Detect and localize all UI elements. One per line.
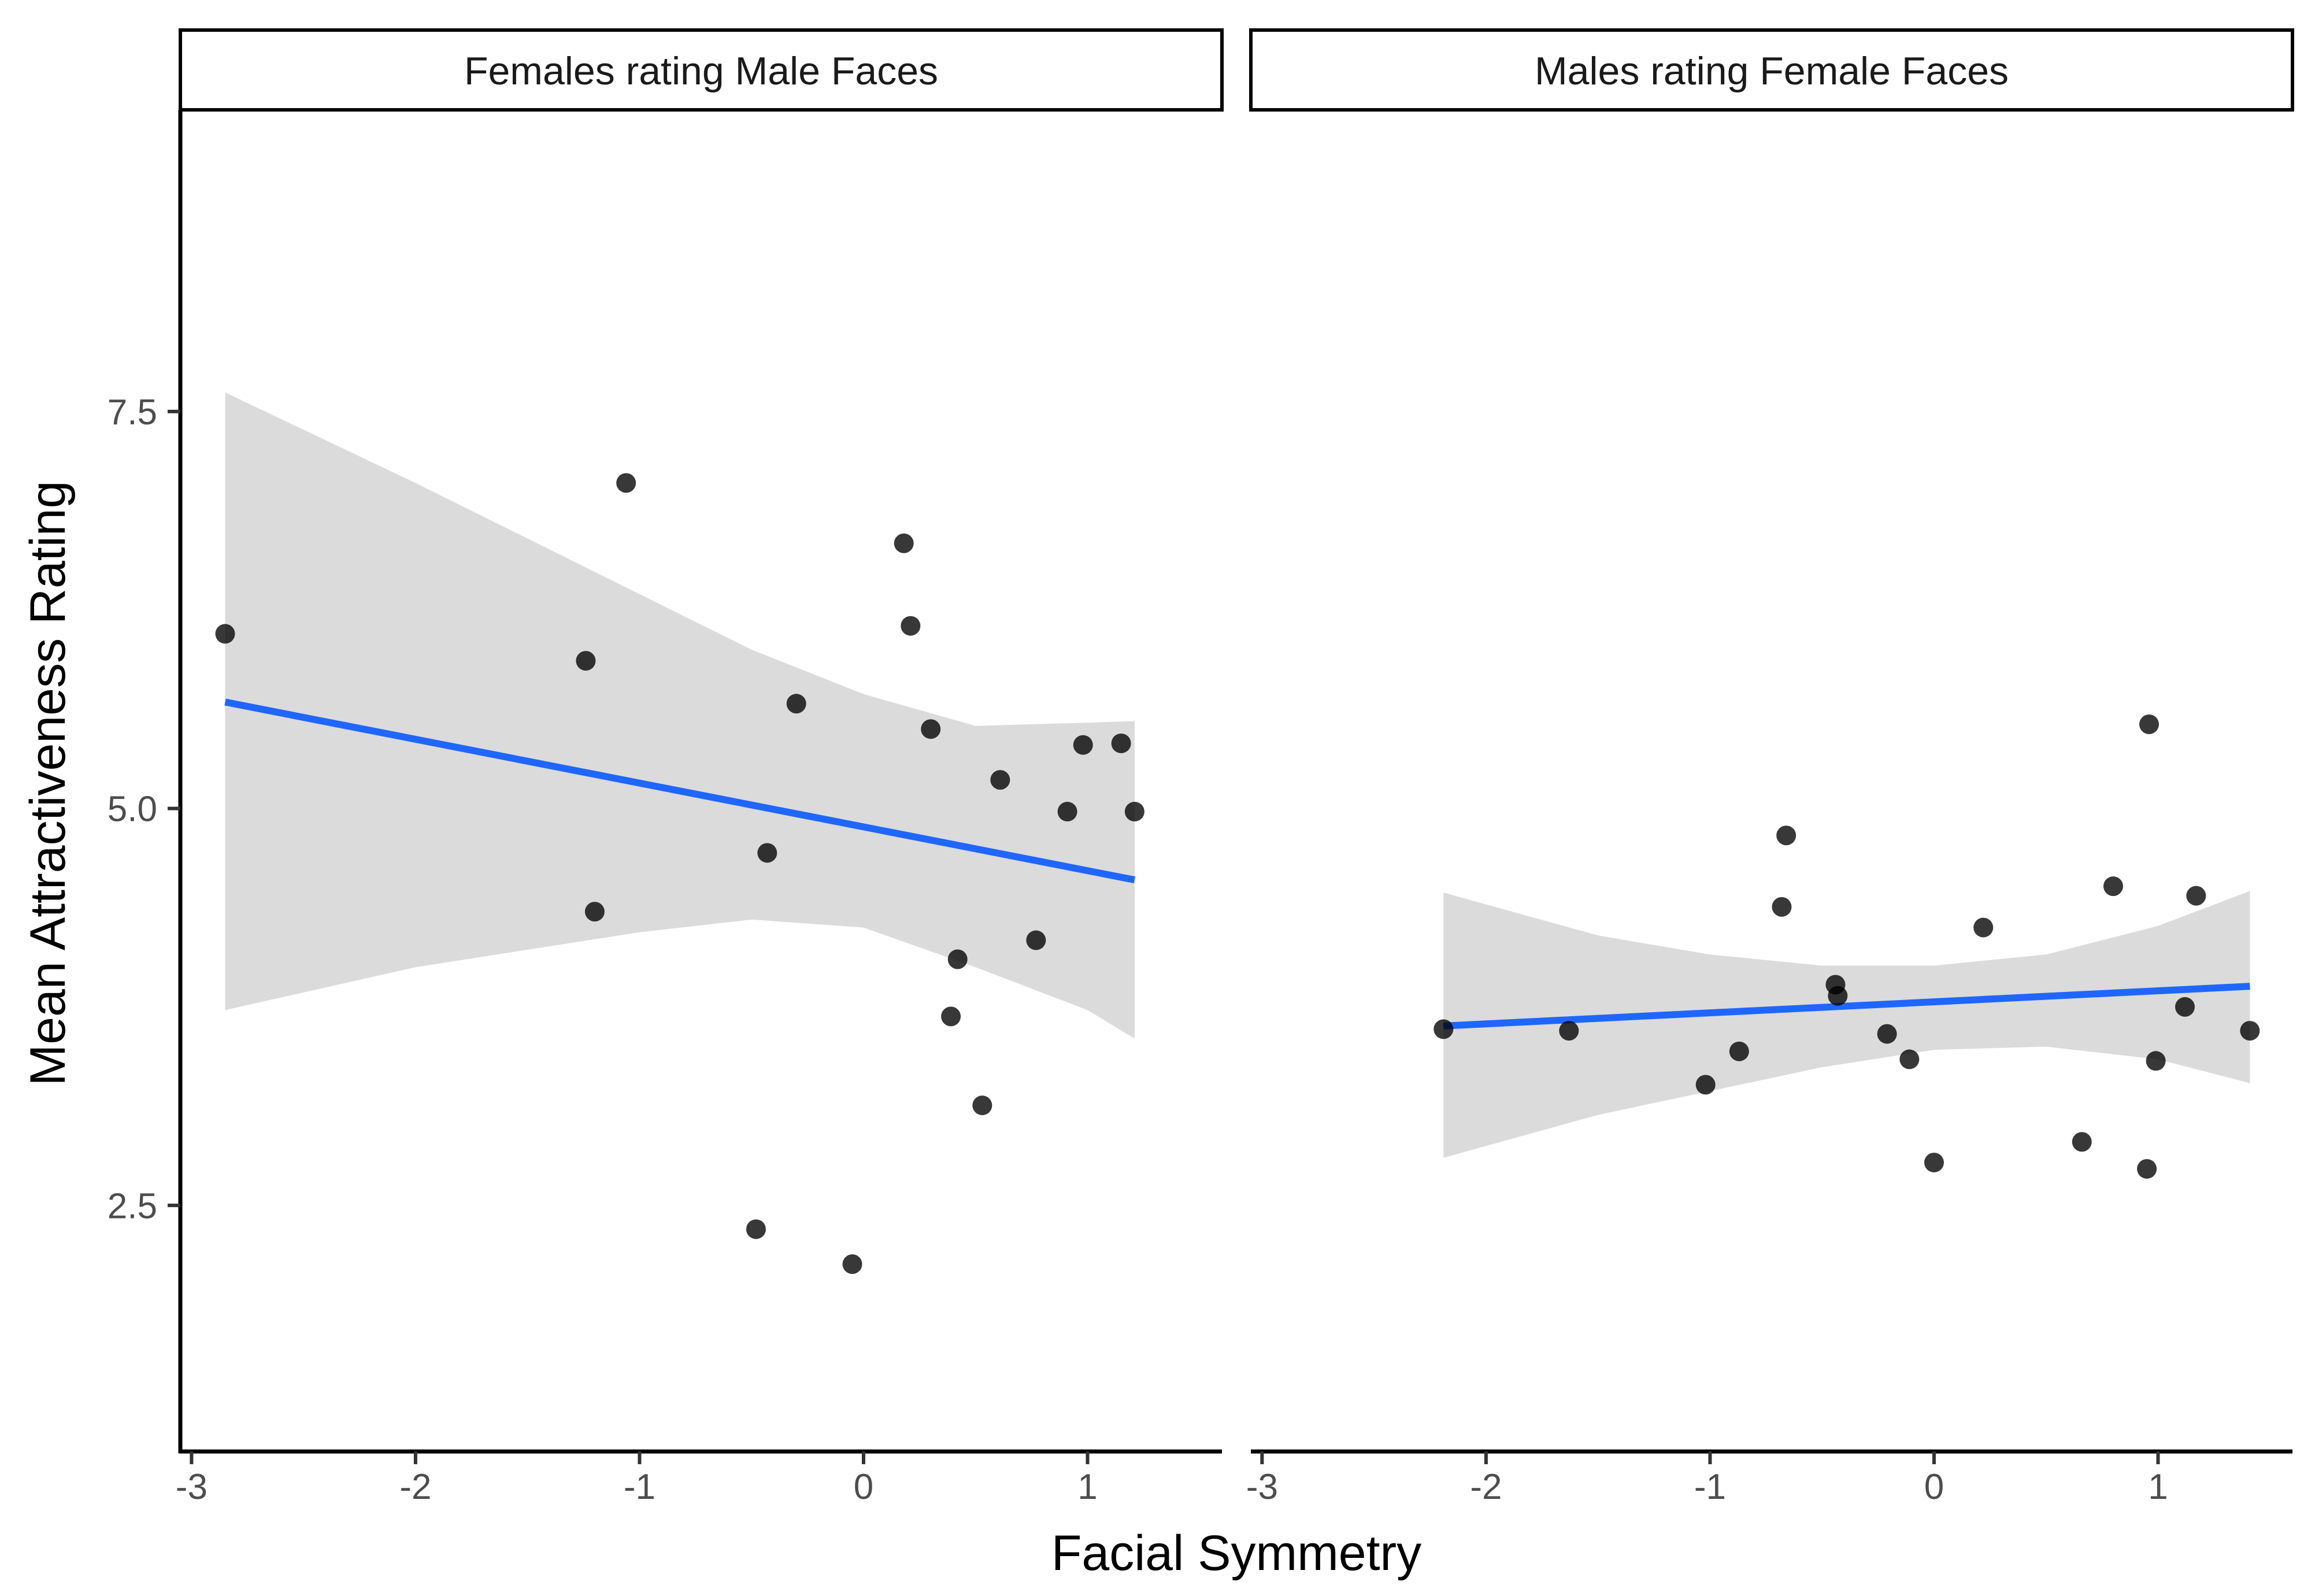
- x-tick-label: -2: [1470, 1467, 1502, 1507]
- x-tick-label: -3: [1246, 1467, 1278, 1507]
- fit-line-layer: [1443, 983, 2250, 1030]
- data-point: [1729, 1041, 1749, 1061]
- data-point: [1434, 1019, 1454, 1039]
- data-point: [576, 651, 596, 671]
- data-point: [2146, 1051, 2166, 1071]
- regression-line: [224, 698, 1136, 884]
- data-point: [2175, 997, 2195, 1017]
- x-tick-label: -2: [399, 1467, 431, 1507]
- data-point: [1772, 897, 1792, 917]
- data-point: [215, 624, 235, 644]
- panel-title-females-rating-male-faces: Females rating Male Faces: [464, 49, 938, 93]
- data-point: [1073, 735, 1093, 755]
- data-point: [1776, 825, 1797, 846]
- data-point: [1877, 1024, 1897, 1044]
- point-layer: [1434, 714, 2260, 1179]
- x-tick-label: 0: [854, 1467, 873, 1507]
- y-ticks: 2.5 5.0 7.5: [108, 392, 180, 1226]
- confidence-band: [225, 392, 1135, 1039]
- x-tick-label: -3: [176, 1467, 208, 1507]
- data-point: [2103, 876, 2123, 897]
- point-layer: [215, 473, 1144, 1274]
- data-point: [1899, 1049, 1920, 1069]
- panel-females-rating-male-faces: Females rating Male Faces -3 -2 -1 0 1: [176, 28, 1224, 1507]
- data-point: [990, 770, 1010, 790]
- x-tick-label: -1: [1694, 1467, 1726, 1507]
- data-point: [921, 719, 941, 739]
- x-tick-label: 0: [1924, 1467, 1944, 1507]
- y-tick-label: 5.0: [108, 790, 157, 830]
- strip-males-rating-female-faces: [1249, 28, 2294, 112]
- y-tick-label: 7.5: [108, 392, 157, 432]
- fit-line-layer: [224, 698, 1136, 884]
- data-point: [616, 473, 636, 493]
- data-point: [1695, 1075, 1716, 1095]
- data-point: [1057, 802, 1077, 822]
- regression-line: [1443, 983, 2250, 1030]
- data-point: [1026, 930, 1046, 950]
- x-ticks: -3 -2 -1 0 1: [176, 1451, 1098, 1507]
- data-point: [2072, 1132, 2092, 1152]
- panel-males-rating-female-faces: Males rating Female Faces -3 -2 -1 0 1: [1246, 28, 2294, 1507]
- data-point: [2240, 1021, 2260, 1041]
- data-point: [972, 1095, 992, 1116]
- y-axis-title: Mean Attractiveness Rating: [20, 481, 76, 1086]
- data-point: [2137, 1159, 2157, 1179]
- x-tick-label: 1: [2148, 1467, 2168, 1507]
- x-axis-title: Facial Symmetry: [1051, 1525, 1421, 1581]
- data-point: [786, 694, 806, 714]
- x-ticks: -3 -2 -1 0 1: [1246, 1451, 2168, 1507]
- x-tick-label: 1: [1077, 1467, 1097, 1507]
- data-point: [901, 616, 921, 636]
- panel-title-males-rating-female-faces: Males rating Female Faces: [1535, 49, 2009, 93]
- data-point: [2186, 886, 2206, 906]
- y-tick-label: 2.5: [108, 1186, 157, 1226]
- data-point: [1111, 733, 1131, 753]
- data-point: [842, 1254, 862, 1274]
- data-point: [941, 1006, 961, 1027]
- data-point: [894, 533, 914, 553]
- data-point: [2139, 714, 2159, 734]
- x-tick-label: -1: [624, 1467, 655, 1507]
- data-point: [757, 843, 777, 863]
- confidence-band: [1443, 891, 2250, 1158]
- ci-band-layer: [225, 392, 1135, 1039]
- data-point: [1828, 986, 1848, 1006]
- ci-band-layer: [1443, 891, 2250, 1158]
- data-point: [1124, 802, 1144, 822]
- strip-females-rating-male-faces: [179, 28, 1224, 112]
- data-point: [1973, 917, 1994, 938]
- data-point: [1559, 1021, 1579, 1041]
- data-point: [746, 1219, 766, 1239]
- data-point: [947, 949, 968, 969]
- data-point: [1924, 1153, 1944, 1173]
- data-point: [584, 902, 605, 922]
